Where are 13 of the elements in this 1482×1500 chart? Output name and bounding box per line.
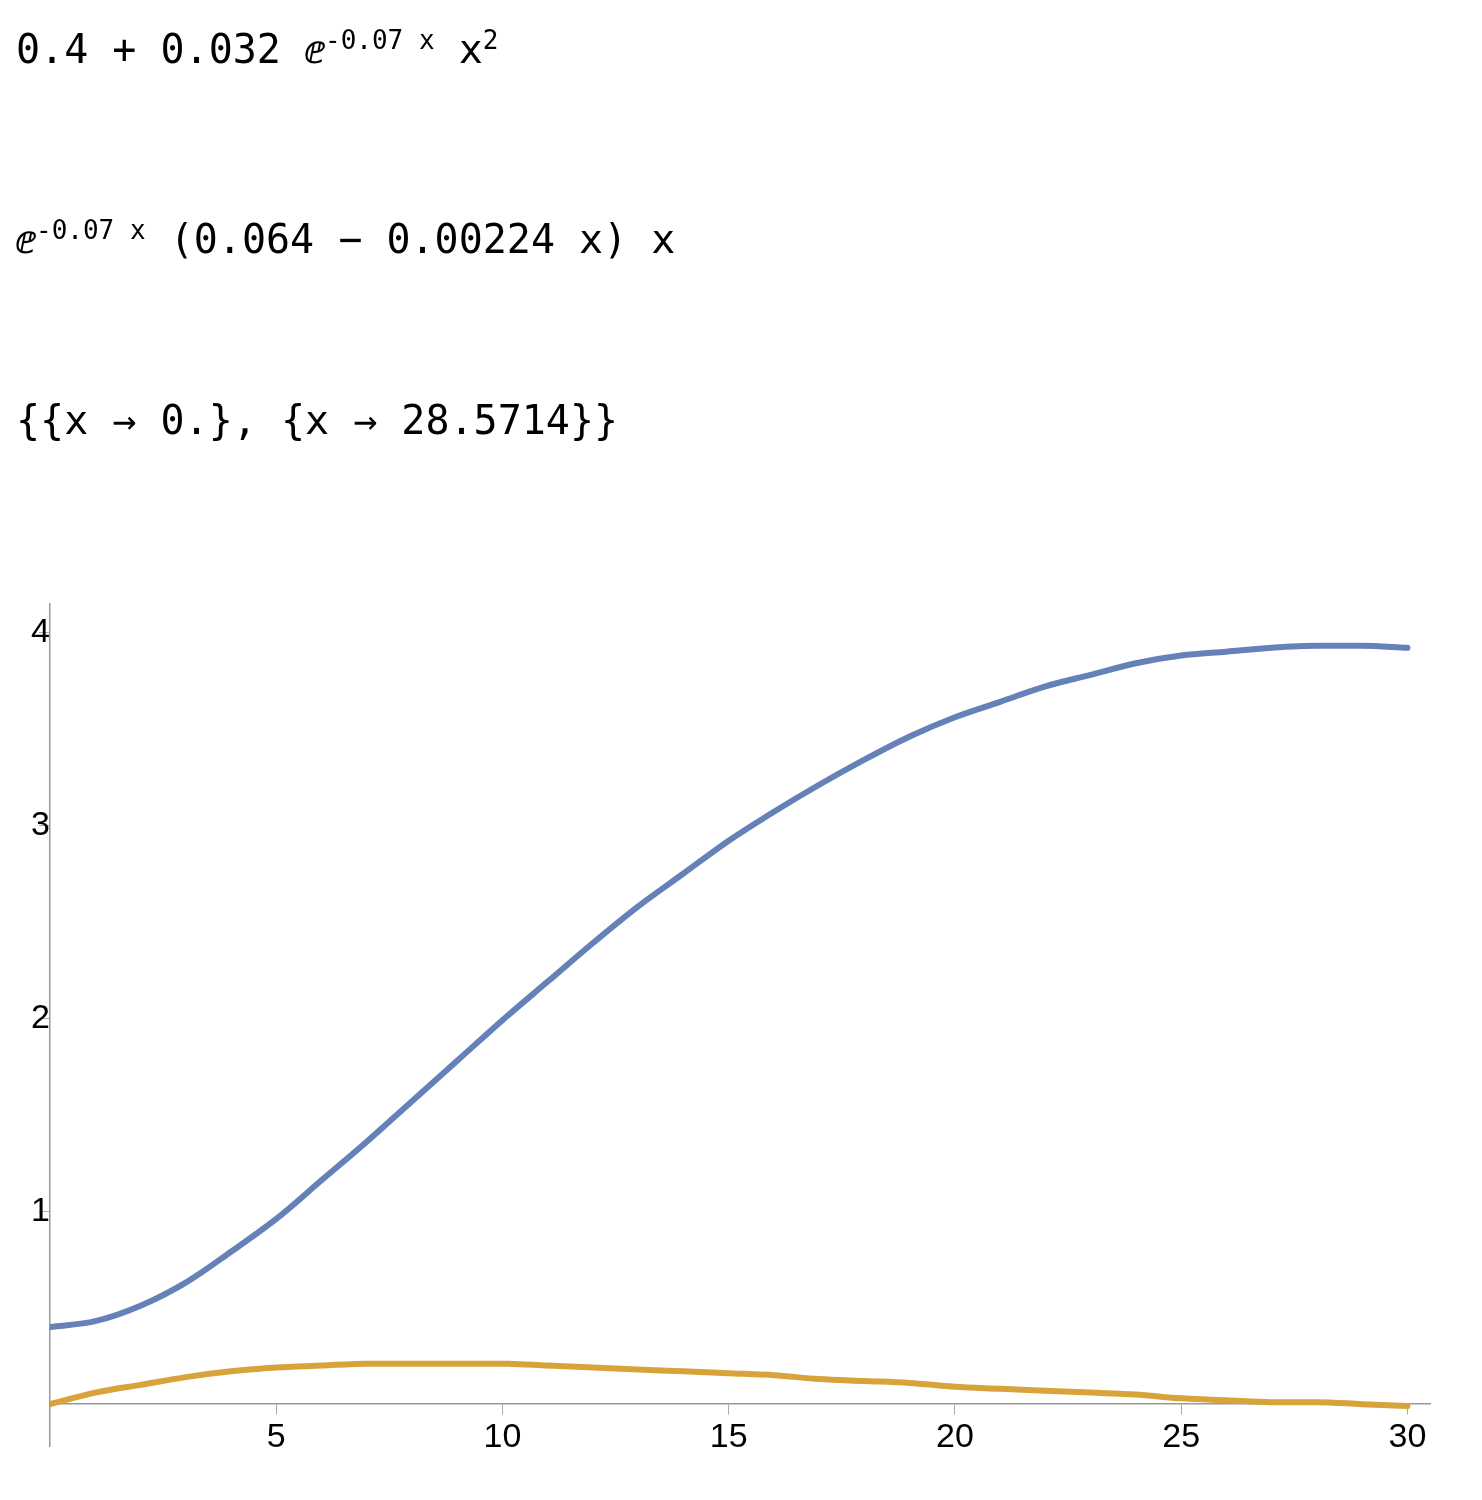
y-tick-label: 4 (31, 610, 50, 649)
y-tick-label: 1 (31, 1189, 50, 1228)
x-tick-label: 25 (1162, 1415, 1201, 1454)
x-tick-label: 20 (936, 1415, 974, 1454)
x-tick-label: 10 (483, 1415, 522, 1454)
y-tick-label: 2 (31, 996, 50, 1035)
x-tick-label: 30 (1388, 1415, 1427, 1454)
text: ⅇ$^{-0.07 x}$ (0.064 − 0.00224 x) x (16, 214, 677, 265)
x-tick-label: 5 (266, 1415, 286, 1454)
x-tick-label: 15 (709, 1415, 748, 1454)
text: 0.4 + 0.032 ⅇ$^{-0.07 x}$ x$^{2}$ (16, 24, 500, 75)
y-tick-label: 3 (31, 803, 50, 842)
text: {{x → 0.}, {x → 28.5714}} (16, 396, 620, 445)
